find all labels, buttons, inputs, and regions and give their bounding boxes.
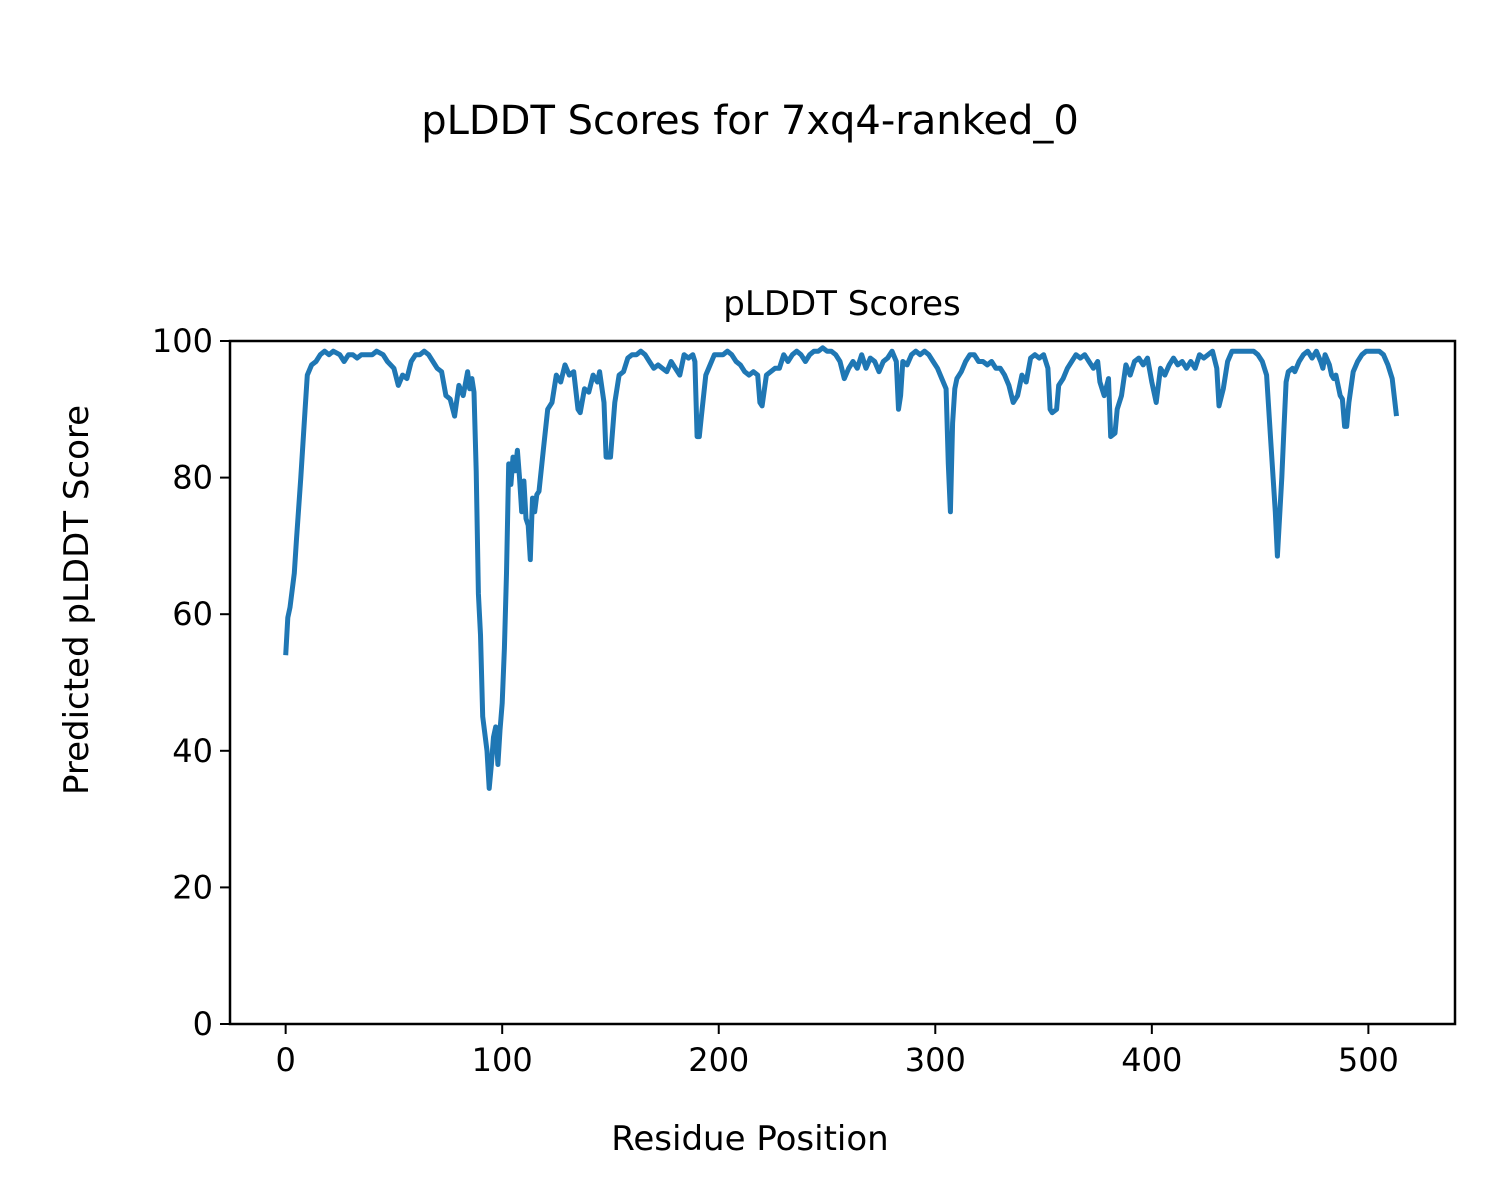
x-tick-label: 200: [688, 1041, 749, 1079]
y-axis-label: Predicted pLDDT Score: [57, 405, 97, 795]
x-tick-label: 300: [905, 1041, 966, 1079]
axes-frame: [228, 339, 1457, 1026]
y-tick-label: 40: [172, 732, 213, 770]
x-axis-label: Residue Position: [611, 1119, 888, 1159]
x-tick-label: 0: [275, 1041, 295, 1079]
x-tick-label: 500: [1338, 1041, 1399, 1079]
y-tick-label: 80: [172, 459, 213, 497]
figure-suptitle: pLDDT Scores for 7xq4-ranked_0: [421, 98, 1079, 144]
y-tick-label: 20: [172, 868, 213, 906]
y-tick-label: 60: [172, 595, 213, 633]
y-tick-label: 0: [193, 1005, 213, 1043]
y-tick-label: 100: [152, 322, 213, 360]
series-line-plddt: [283, 345, 1399, 791]
axes-title: pLDDT Scores: [723, 284, 960, 324]
x-tick-label: 100: [472, 1041, 533, 1079]
x-tick-label: 400: [1121, 1041, 1182, 1079]
